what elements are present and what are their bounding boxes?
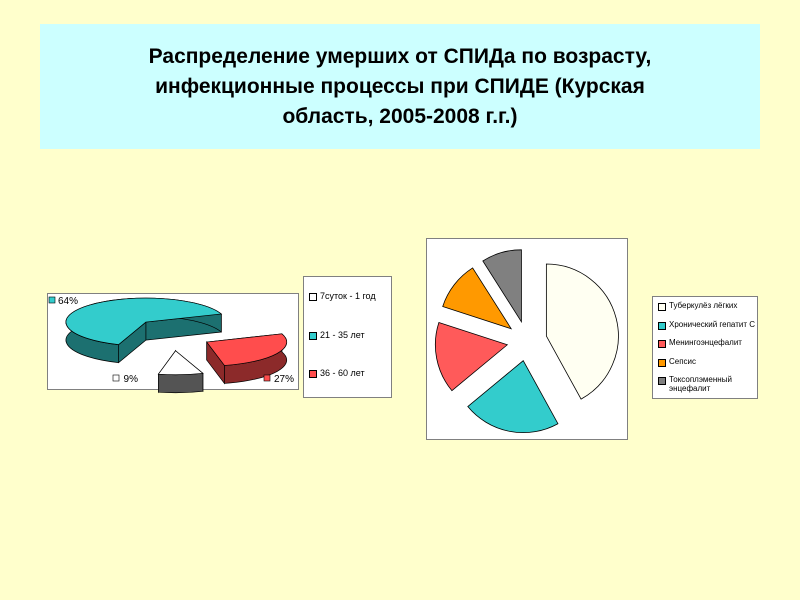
data-label-swatch	[112, 374, 120, 382]
legend-label: Хронический гепатит С	[669, 320, 755, 329]
legend-swatch	[658, 322, 666, 330]
pie-slice	[206, 333, 288, 366]
title-banner: Распределение умерших от СПИДа по возрас…	[40, 24, 760, 149]
pie-slice-wall	[158, 372, 204, 394]
infection-pie-chart-area	[426, 238, 628, 440]
legend-swatch	[309, 370, 317, 378]
legend-item: Хронический гепатит С	[658, 320, 755, 330]
infection-pie-chart	[435, 249, 619, 433]
legend-item: Токсоплэменный энцефалит	[658, 375, 757, 393]
legend-item: Менингоэнцефалит	[658, 338, 742, 348]
data-label-swatch	[48, 296, 56, 304]
legend-label: Туберкулёз лёгких	[669, 301, 738, 310]
legend-swatch	[658, 303, 666, 311]
pie-slice	[442, 267, 513, 330]
legend-item: 21 - 35 лет	[309, 330, 365, 341]
data-label: 9%	[124, 374, 139, 385]
legend-swatch	[309, 293, 317, 301]
infection-pie-legend: Туберкулёз лёгких Хронический гепатит С …	[652, 296, 758, 399]
age-pie-legend: 7суток - 1 год 21 - 35 лет 36 - 60 лет	[303, 276, 392, 398]
legend-label: Токсоплэменный энцефалит	[669, 375, 732, 393]
data-label: 27%	[274, 374, 294, 385]
data-label-swatch	[263, 374, 271, 382]
pie-slice	[467, 360, 559, 433]
legend-label: Менингоэнцефалит	[669, 338, 742, 347]
legend-item: Туберкулёз лёгких	[658, 301, 737, 311]
legend-swatch	[658, 340, 666, 348]
legend-swatch	[658, 377, 666, 385]
legend-item: 36 - 60 лет	[309, 368, 365, 379]
legend-label: Сепсис	[669, 357, 697, 366]
legend-swatch	[658, 359, 666, 367]
legend-label: 7суток - 1 год	[320, 291, 376, 301]
data-label: 64%	[58, 296, 78, 307]
legend-label: 21 - 35 лет	[320, 330, 365, 340]
pie-slice	[65, 297, 223, 345]
pie-slice	[482, 249, 522, 324]
legend-label: 36 - 60 лет	[320, 368, 365, 378]
pie-slice	[435, 321, 509, 392]
legend-item: Сепсис	[658, 357, 696, 367]
age-pie-chart-area: 9% 64% 27%	[47, 293, 299, 394]
age-pie-chart: 9% 64% 27%	[48, 296, 294, 394]
legend-item: 7суток - 1 год	[309, 291, 376, 302]
slide-title: Распределение умерших от СПИДа по возрас…	[148, 44, 652, 128]
pie-slice	[157, 350, 204, 376]
pie-slice	[545, 263, 619, 400]
legend-swatch	[309, 332, 317, 340]
